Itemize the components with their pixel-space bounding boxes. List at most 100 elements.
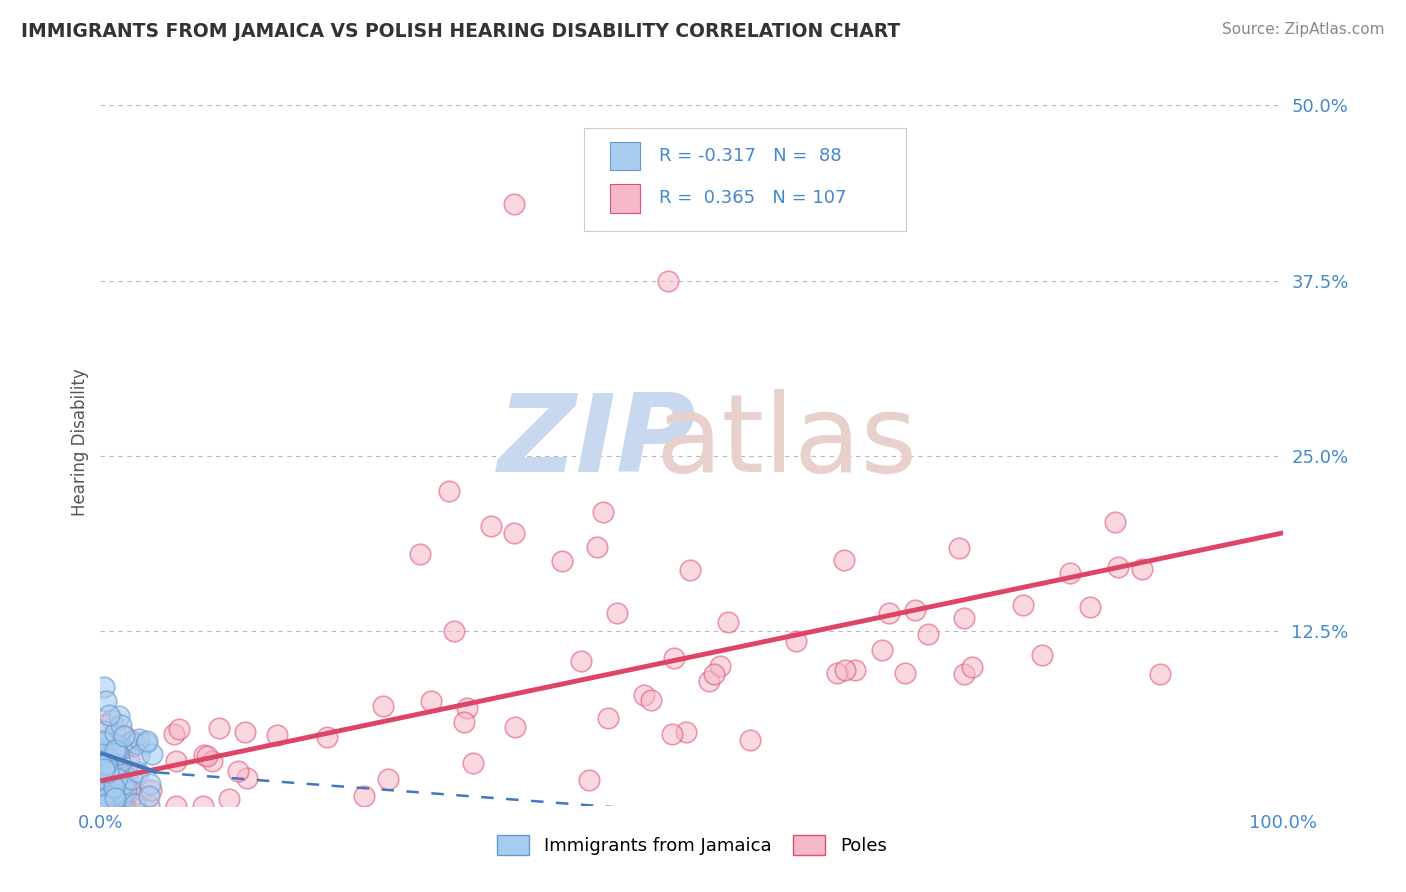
Point bbox=[904, 602, 927, 616]
Point bbox=[100, 765, 122, 780]
Point bbox=[115, 779, 138, 793]
Point bbox=[952, 666, 974, 681]
Point bbox=[105, 797, 128, 811]
Point bbox=[91, 782, 114, 797]
Point bbox=[709, 658, 731, 673]
Point bbox=[893, 666, 915, 681]
Point bbox=[112, 728, 135, 742]
Point bbox=[96, 799, 118, 814]
Point bbox=[93, 763, 115, 777]
Point bbox=[661, 727, 683, 741]
Point bbox=[703, 666, 725, 681]
Point bbox=[104, 726, 127, 740]
Point bbox=[461, 756, 484, 771]
Point bbox=[112, 799, 135, 814]
Point bbox=[139, 776, 162, 790]
Point bbox=[110, 797, 132, 811]
Point bbox=[121, 734, 143, 748]
Point bbox=[832, 553, 855, 567]
Point bbox=[1012, 599, 1035, 613]
Point bbox=[100, 777, 122, 791]
Point bbox=[960, 660, 983, 674]
Point bbox=[101, 755, 124, 769]
Point bbox=[103, 743, 125, 757]
Point bbox=[97, 764, 120, 779]
Point bbox=[110, 790, 132, 805]
Point bbox=[93, 780, 115, 795]
Point bbox=[94, 778, 117, 792]
Point bbox=[104, 756, 127, 771]
Point bbox=[91, 772, 114, 787]
Point bbox=[952, 610, 974, 624]
Point bbox=[138, 799, 160, 814]
Point bbox=[98, 763, 121, 777]
Point bbox=[118, 756, 141, 770]
Point bbox=[844, 664, 866, 678]
Point bbox=[105, 743, 128, 757]
Point bbox=[103, 768, 125, 782]
Text: IMMIGRANTS FROM JAMAICA VS POLISH HEARING DISABILITY CORRELATION CHART: IMMIGRANTS FROM JAMAICA VS POLISH HEARIN… bbox=[21, 22, 900, 41]
Point bbox=[740, 732, 762, 747]
Point bbox=[697, 674, 720, 689]
Point bbox=[108, 770, 131, 784]
Point bbox=[420, 694, 443, 708]
Point bbox=[107, 790, 129, 805]
Point bbox=[114, 799, 136, 814]
Text: ZIP: ZIP bbox=[498, 389, 696, 495]
Point bbox=[110, 718, 132, 732]
Legend: Immigrants from Jamaica, Poles: Immigrants from Jamaica, Poles bbox=[489, 827, 894, 863]
Point bbox=[90, 799, 112, 814]
Point bbox=[94, 735, 117, 749]
Point bbox=[139, 783, 162, 797]
Point bbox=[316, 730, 339, 744]
Point bbox=[103, 780, 125, 794]
Point bbox=[125, 736, 148, 750]
Point bbox=[236, 771, 259, 785]
Point bbox=[193, 747, 215, 762]
Point bbox=[94, 763, 117, 777]
Point bbox=[409, 547, 432, 561]
Point bbox=[96, 694, 118, 708]
Point bbox=[94, 772, 117, 787]
Point bbox=[112, 766, 135, 780]
Point bbox=[94, 753, 117, 767]
Point bbox=[578, 773, 600, 788]
Point bbox=[135, 736, 157, 750]
Point bbox=[105, 772, 128, 786]
Point bbox=[125, 738, 148, 752]
Point bbox=[138, 789, 160, 803]
Point bbox=[128, 731, 150, 746]
Point bbox=[675, 725, 697, 739]
Text: Source: ZipAtlas.com: Source: ZipAtlas.com bbox=[1222, 22, 1385, 37]
Point bbox=[107, 777, 129, 791]
Point bbox=[606, 606, 628, 620]
Point bbox=[112, 777, 135, 791]
Point bbox=[1104, 515, 1126, 529]
Point bbox=[103, 799, 125, 814]
Point bbox=[716, 615, 738, 629]
Point bbox=[91, 768, 114, 782]
Point bbox=[107, 799, 129, 814]
Point bbox=[122, 739, 145, 754]
Point bbox=[550, 554, 572, 568]
Point bbox=[118, 781, 141, 796]
Point bbox=[377, 772, 399, 786]
Point bbox=[120, 784, 142, 798]
Point bbox=[128, 748, 150, 763]
Point bbox=[948, 541, 970, 555]
Point bbox=[112, 741, 135, 756]
Point bbox=[114, 799, 136, 814]
Point bbox=[93, 799, 115, 814]
Point bbox=[105, 745, 128, 759]
Point bbox=[98, 779, 121, 793]
Point bbox=[96, 739, 118, 753]
Point bbox=[1031, 648, 1053, 662]
Point bbox=[97, 783, 120, 797]
Point bbox=[640, 693, 662, 707]
Point bbox=[103, 790, 125, 805]
Point bbox=[870, 642, 893, 657]
Point bbox=[662, 651, 685, 665]
Point bbox=[371, 699, 394, 714]
Point bbox=[103, 789, 125, 803]
Point bbox=[101, 777, 124, 791]
